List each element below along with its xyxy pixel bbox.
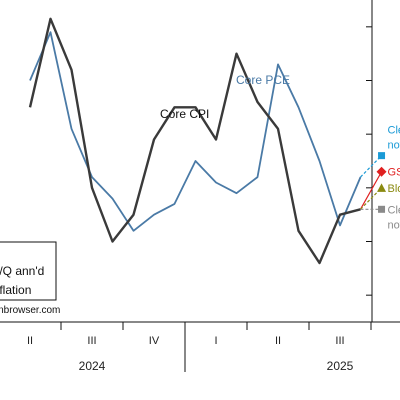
x-tick-label: III [87, 335, 96, 347]
x-tick-label: III [335, 335, 344, 347]
legend-box: Q/Q ann'd inflation [0, 241, 57, 301]
nowcast-label: nowcast 8/ [388, 140, 400, 152]
nowcast-label: nowcast 8/ [388, 219, 400, 231]
series-label-core-cpi: Core CPI [160, 107, 209, 121]
nowcast-label: Cleveland [388, 204, 400, 216]
nowcast-marker-square [378, 205, 386, 213]
series-label-core-pce: Core PCE [236, 73, 290, 87]
series-line-core-cpi [28, 17, 361, 265]
axes [0, 0, 400, 372]
legend-line-1: Q/Q ann'd [0, 264, 44, 278]
nowcast-connector [359, 171, 383, 210]
x-tick-label: IV [149, 335, 160, 347]
nowcast-marker-diamond [376, 166, 387, 177]
source-credit: econbrowser.com [0, 305, 60, 316]
nowcast-layer: Cleveland nowcast 8/GS 8/7 Bloomberg Clevel… [359, 125, 400, 231]
year-label: 2025 [327, 359, 354, 373]
nowcast-label: Cleveland [388, 125, 400, 137]
legend-line-2: inflation [0, 283, 31, 297]
x-tick-label: II [275, 335, 281, 347]
nowcast-label: Bloomberg [388, 183, 400, 195]
nowcast-marker-square [378, 152, 386, 160]
nowcast-connector [360, 155, 382, 178]
series-line-core-pce [29, 31, 362, 232]
nowcast-label: GS 8/7 [388, 167, 400, 179]
nowcast-marker-triangle [377, 183, 387, 192]
series-layer [28, 17, 362, 265]
x-tick-label: II [27, 335, 33, 347]
year-label: 2024 [79, 359, 106, 373]
x-tick-label: I [214, 335, 217, 347]
